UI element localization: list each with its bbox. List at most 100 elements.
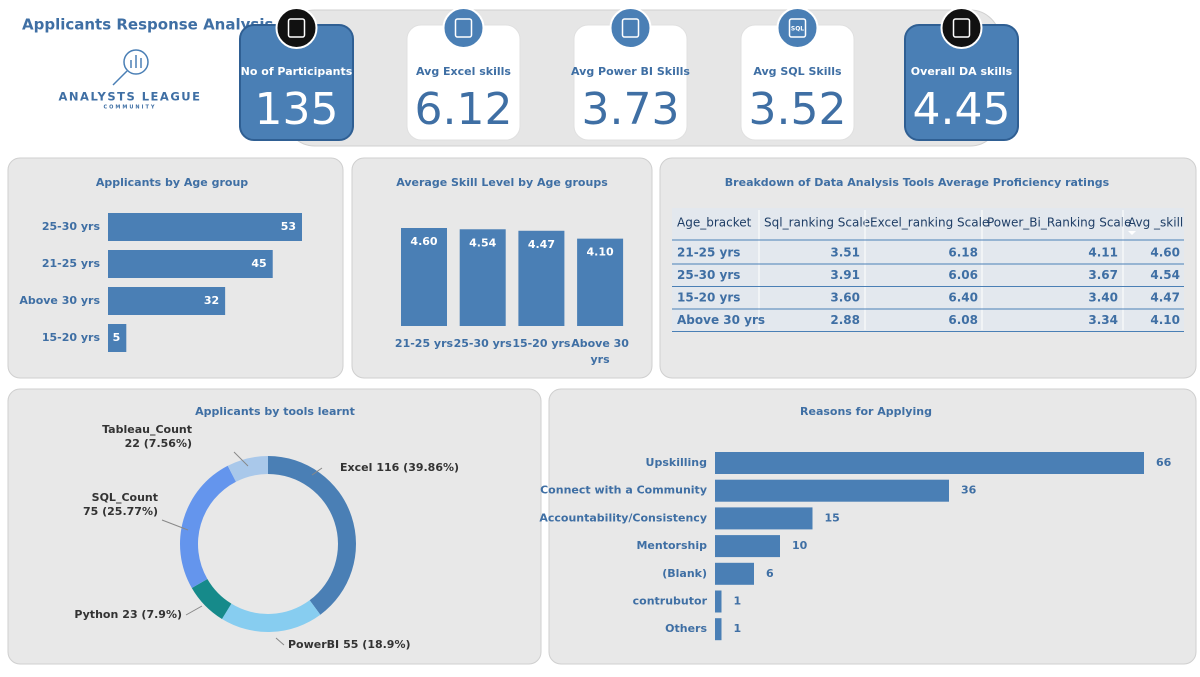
- category-label-box: 21-25 yrs: [394, 337, 454, 350]
- slice-label: 55 (18.9%): [343, 638, 410, 651]
- table-cell: 15-20 yrs: [677, 291, 740, 305]
- bar: [715, 618, 722, 641]
- slice-name: Python: [74, 608, 118, 621]
- kpi-icon-text: SQL: [791, 26, 804, 33]
- kpi-icon-glyph: [454, 18, 473, 38]
- bar: [108, 213, 302, 241]
- bar: [108, 250, 273, 278]
- kpi-icon: [275, 7, 318, 49]
- category-label: 21-25 yrs: [42, 257, 101, 270]
- data-label: 4.60: [410, 235, 437, 248]
- kpi-value: 3.52: [749, 84, 847, 135]
- category-label: Above 30 yrs: [571, 337, 629, 366]
- leader-line: [161, 519, 189, 531]
- data-label: 1: [734, 622, 742, 635]
- kpi-label: Avg Excel skills: [416, 65, 511, 78]
- category-label: 25-30 yrs: [453, 337, 512, 350]
- data-label: 53: [281, 220, 296, 233]
- bar: [715, 452, 1144, 474]
- table-header: Age_bracket: [677, 216, 752, 230]
- leader-line: [185, 605, 203, 616]
- bar: [518, 230, 565, 326]
- table-cell: 6.18: [948, 246, 978, 260]
- data-label: 6: [766, 567, 774, 580]
- data-label: 45: [251, 257, 266, 270]
- table-cell: 6.06: [948, 268, 978, 282]
- data-label: 36: [961, 484, 977, 497]
- slice-label: 23 (7.9%): [122, 608, 182, 621]
- slice-label: 22 (7.56%): [125, 437, 192, 450]
- table-cell: 21-25 yrs: [677, 246, 740, 260]
- leader-line: [275, 637, 285, 646]
- bar: [715, 479, 949, 502]
- panel: [548, 388, 1197, 665]
- donut-slice: [191, 579, 232, 619]
- table-cell: 3.67: [1088, 268, 1118, 282]
- bar: [715, 507, 813, 530]
- data-label: 10: [792, 539, 808, 552]
- category-label: 21-25 yrs: [394, 337, 454, 350]
- kpi-label: Overall DA skills: [911, 65, 1013, 78]
- category-label: contrubutor: [633, 595, 708, 608]
- bar: [715, 562, 754, 585]
- donut-slice: [221, 600, 321, 633]
- table-cell: 4.60: [1150, 246, 1180, 260]
- table-header: Excel_ranking Scale: [870, 216, 989, 230]
- page-title: Applicants Response Analysis: [22, 16, 273, 34]
- table-cell: 3.34: [1088, 313, 1118, 327]
- category-label-box: 15-20 yrs: [512, 337, 571, 350]
- kpi-icon-glyph: [788, 18, 807, 38]
- panel: [7, 388, 542, 665]
- category-label: 15-20 yrs: [42, 331, 101, 344]
- bar: [715, 590, 722, 613]
- category-label: (Blank): [662, 567, 707, 580]
- category-label: Others: [665, 622, 707, 635]
- donut-slice: [268, 456, 356, 615]
- table-cell: 2.88: [830, 313, 860, 327]
- table-cell: 4.54: [1150, 268, 1180, 282]
- table-cell: 4.11: [1088, 246, 1118, 260]
- slice-text: Excel 116 (39.86%): [340, 461, 459, 474]
- category-label: Mentorship: [636, 539, 707, 552]
- bar: [577, 238, 624, 326]
- table-header: Avg _skill: [1128, 216, 1183, 230]
- slice-name: Tableau_Count: [102, 423, 192, 436]
- kpi-label: Avg SQL Skills: [753, 65, 842, 78]
- kpi-icon-glyph: [287, 18, 306, 38]
- slice-name: SQL_Count: [92, 491, 158, 504]
- table-cell: 3.40: [1088, 291, 1118, 305]
- data-label: 4.10: [587, 246, 614, 259]
- chart-title: Applicants by tools learnt: [195, 405, 355, 418]
- category-label-box: Above 30 yrs: [571, 337, 629, 366]
- table-cell: 3.51: [830, 246, 860, 260]
- kpi-icon-glyph: [952, 18, 971, 38]
- table-cell: 6.40: [948, 291, 978, 305]
- kpi-icon: [609, 7, 652, 49]
- leader-line: [311, 467, 323, 476]
- table-cell: 3.91: [830, 268, 860, 282]
- kpi-value: 6.12: [415, 84, 513, 135]
- data-label: 1: [734, 595, 742, 608]
- chart-title: Average Skill Level by Age groups: [396, 176, 608, 189]
- sort-arrow: [1128, 231, 1136, 235]
- data-label: 32: [204, 294, 219, 307]
- kpi-icon: [940, 7, 983, 49]
- kpi-icon: [442, 7, 485, 49]
- bar: [108, 287, 226, 315]
- logo-name: ANALYSTS LEAGUE: [59, 90, 202, 104]
- category-label: 15-20 yrs: [512, 337, 571, 350]
- data-label: 66: [1156, 456, 1172, 469]
- bar: [108, 324, 127, 352]
- bar: [459, 229, 506, 326]
- slice-name: Excel: [340, 461, 372, 474]
- kpi-label: Avg Power BI Skills: [571, 65, 690, 78]
- leader-line: [233, 451, 249, 467]
- data-label: 15: [825, 511, 840, 524]
- table-cell: 25-30 yrs: [677, 268, 740, 282]
- kpi-value: 135: [255, 84, 339, 135]
- category-label: Connect with a Community: [540, 484, 707, 497]
- table-cell: 6.08: [948, 313, 978, 327]
- category-label: 25-30 yrs: [42, 220, 101, 233]
- data-label: 5: [113, 331, 121, 344]
